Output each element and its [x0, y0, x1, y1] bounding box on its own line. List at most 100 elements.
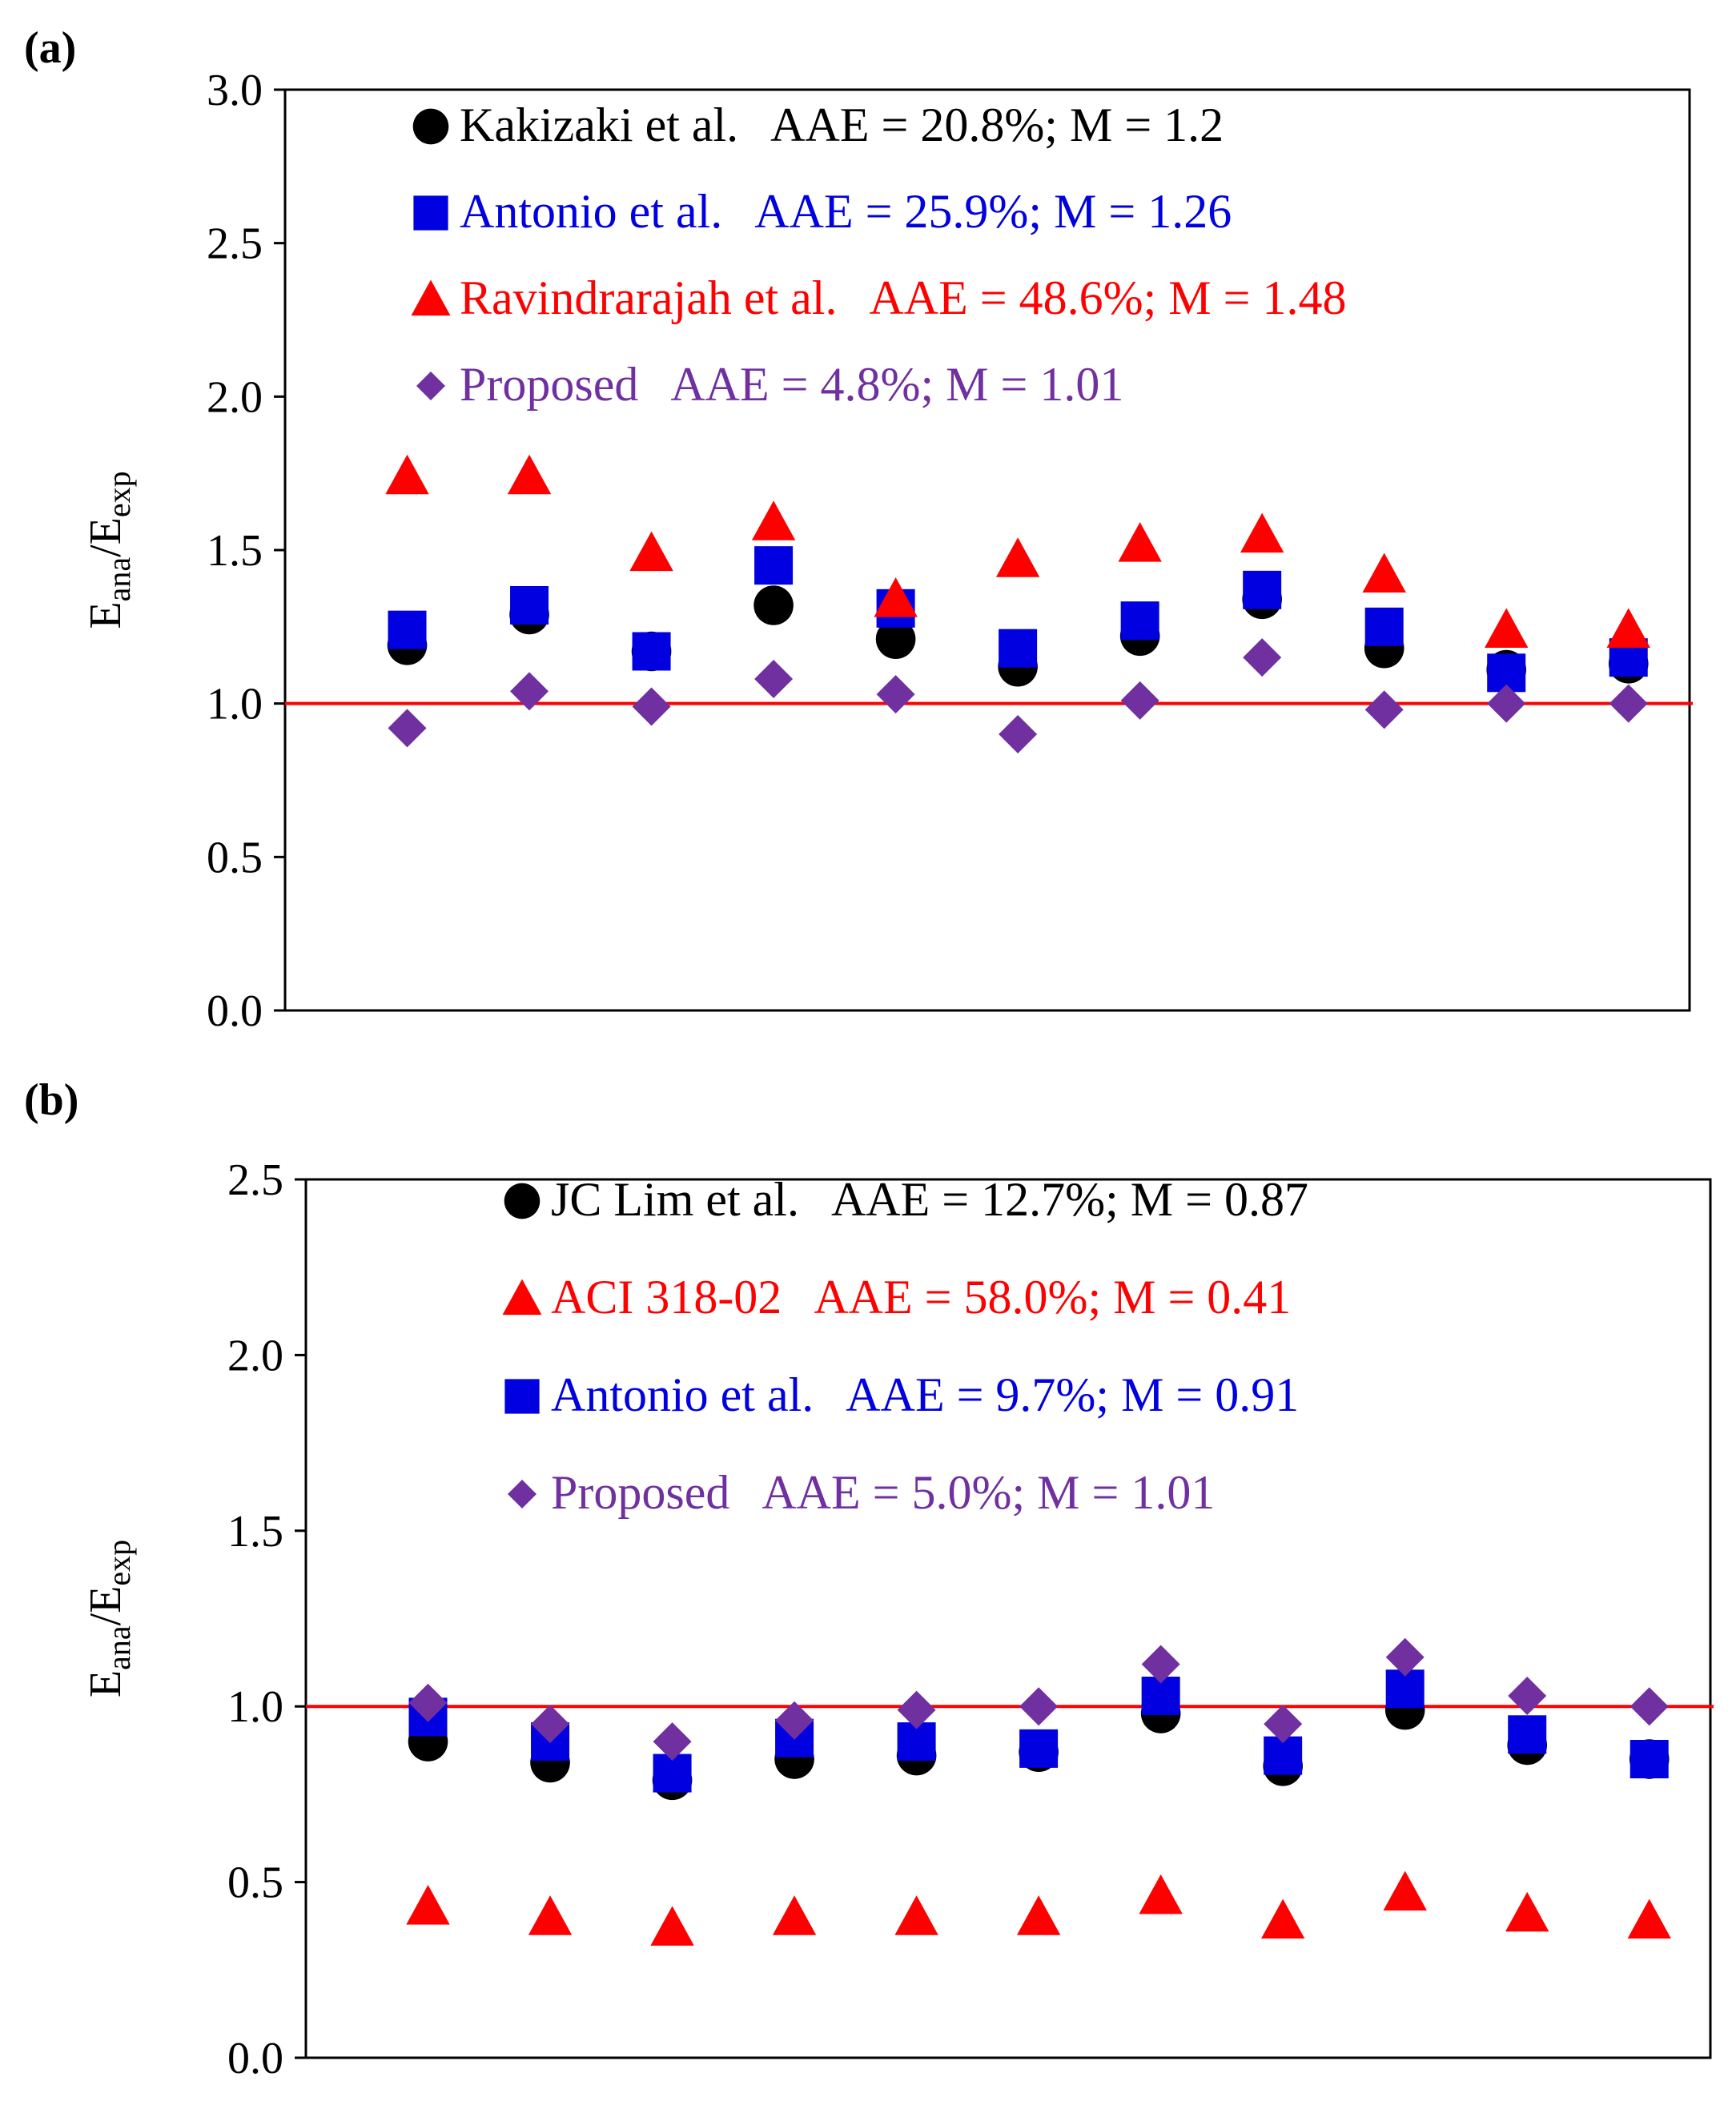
data-point [1364, 607, 1404, 646]
data-point [531, 1705, 570, 1744]
data-point [999, 629, 1038, 668]
data-point [999, 715, 1038, 753]
series-triangle [385, 454, 1650, 648]
data-point [1141, 1645, 1180, 1684]
legend-marker [504, 1379, 540, 1414]
legend-item: Antonio et al. AAE = 25.9%; M = 1.26 [413, 185, 1232, 238]
data-point [995, 537, 1040, 577]
series-triangle [406, 1870, 1671, 1946]
legend-label: ACI 318-02 AAE = 58.0%; M = 0.41 [551, 1271, 1291, 1324]
legend-item: Ravindrarajah et al. AAE = 48.6%; M = 1.4… [411, 271, 1346, 324]
data-point [1364, 690, 1404, 729]
data-point [388, 610, 427, 649]
y-axis-label-part: ana [101, 557, 137, 602]
data-point [1383, 1870, 1427, 1911]
legend-series-name: Kakizaki et al. [460, 98, 738, 151]
data-point [875, 619, 916, 659]
y-tick-label: 0.5 [227, 1858, 283, 1908]
legend-series-metrics: AAE = 25.9%; M = 1.26 [754, 185, 1232, 238]
legend-series-metrics: AAE = 58.0%; M = 0.41 [814, 1271, 1291, 1324]
legend-series-name: ACI 318-02 [551, 1271, 782, 1324]
series-diamond [408, 1637, 1669, 1762]
legend-series-name: Proposed [551, 1466, 729, 1519]
data-point [1139, 1874, 1183, 1914]
data-point [629, 531, 673, 572]
data-point [1485, 608, 1529, 648]
y-axis-label: Eana/Eexp [81, 471, 137, 629]
data-point [754, 546, 794, 585]
legend-series-name: JC Lim et al. [551, 1173, 799, 1226]
data-point [650, 1906, 694, 1946]
legend-marker [413, 195, 448, 231]
data-point [1630, 1687, 1669, 1726]
legend-series-metrics: AAE = 20.8%; M = 1.2 [770, 98, 1224, 151]
legend-item: ACI 318-02 AAE = 58.0%; M = 0.41 [502, 1271, 1291, 1324]
data-point [1118, 522, 1162, 562]
data-point [1487, 684, 1526, 723]
data-point [1120, 601, 1159, 641]
y-tick-label: 0.5 [207, 833, 263, 882]
data-point [632, 687, 671, 726]
data-point [408, 1683, 448, 1722]
y-axis-label-part: ana [101, 1625, 137, 1670]
y-tick-label: 1.0 [207, 680, 263, 729]
data-point [385, 454, 429, 495]
data-point [1260, 1898, 1305, 1939]
y-axis-label-part: /E [81, 1586, 131, 1626]
y-axis-label-part: E [81, 601, 131, 629]
legend-marker [411, 279, 451, 316]
legend-item: Kakizaki et al. AAE = 20.8%; M = 1.2 [412, 98, 1224, 151]
legend-marker [416, 372, 445, 400]
y-tick-label: 1.5 [227, 1507, 283, 1557]
legend-series-name: Antonio et al. [460, 185, 722, 238]
y-tick-label: 2.0 [227, 1331, 283, 1380]
y-axis-label-part: exp [101, 471, 137, 517]
legend-item: JC Lim et al. AAE = 12.7%; M = 0.87 [504, 1173, 1308, 1226]
data-point [1385, 1637, 1425, 1677]
data-point [1120, 681, 1159, 720]
legend-label: Antonio et al. AAE = 25.9%; M = 1.26 [460, 185, 1232, 238]
plot-frame [304, 1178, 1712, 2059]
legend-item: Proposed AAE = 5.0%; M = 1.01 [508, 1466, 1215, 1519]
legend-series-metrics: AAE = 5.0%; M = 1.01 [762, 1466, 1215, 1519]
data-point [1630, 1740, 1669, 1779]
legend-label: Antonio et al. AAE = 9.7%; M = 0.91 [551, 1368, 1299, 1421]
y-tick-label: 0.0 [207, 986, 263, 1036]
y-tick-label: 1.0 [227, 1682, 283, 1732]
y-tick-label: 0.0 [227, 2034, 283, 2083]
y-axis-label: Eana/Eexp [81, 1540, 137, 1697]
data-point [1362, 552, 1406, 593]
data-point [876, 675, 915, 714]
data-point [754, 660, 794, 698]
panel-label: (b) [24, 1075, 78, 1125]
panel-b: (b) 0.0 0.5 1.0 1.5 2.0 2.5 Eana/Eexp JC Lim et … [24, 1075, 1714, 2083]
series-diamond [388, 638, 1648, 753]
y-axis-label-part: E [81, 1670, 131, 1697]
data-point [1019, 1687, 1059, 1726]
legend-series-name: Ravindrarajah et al. [460, 271, 837, 324]
legend-item: Antonio et al. AAE = 9.7%; M = 0.91 [504, 1368, 1299, 1421]
legend-marker [502, 1279, 542, 1316]
legend-series-metrics: AAE = 4.8%; M = 1.01 [670, 358, 1123, 411]
legend-item: Proposed AAE = 4.8%; M = 1.01 [416, 358, 1123, 411]
legend: JC Lim et al. AAE = 12.7%; M = 0.87 ACI 31… [502, 1173, 1308, 1519]
legend-series-metrics: AAE = 9.7%; M = 0.91 [846, 1368, 1299, 1421]
series-square [408, 1669, 1669, 1793]
y-tick-label: 2.0 [207, 372, 263, 422]
data-point [507, 454, 552, 495]
y-tick-label: 2.5 [207, 219, 263, 269]
data-point [1505, 1891, 1549, 1932]
data-point [1243, 570, 1282, 609]
data-point [510, 586, 549, 625]
data-point [753, 585, 794, 625]
data-point [388, 709, 427, 748]
data-point [1609, 684, 1648, 723]
legend: Kakizaki et al. AAE = 20.8%; M = 1.2 Anton… [411, 98, 1346, 411]
data-point [772, 1895, 817, 1935]
legend-label: Proposed AAE = 5.0%; M = 1.01 [551, 1466, 1215, 1519]
data-point [894, 1895, 938, 1935]
data-point [1264, 1705, 1303, 1744]
data-point [897, 1690, 936, 1729]
legend-series-metrics: AAE = 12.7%; M = 0.87 [831, 1173, 1308, 1226]
